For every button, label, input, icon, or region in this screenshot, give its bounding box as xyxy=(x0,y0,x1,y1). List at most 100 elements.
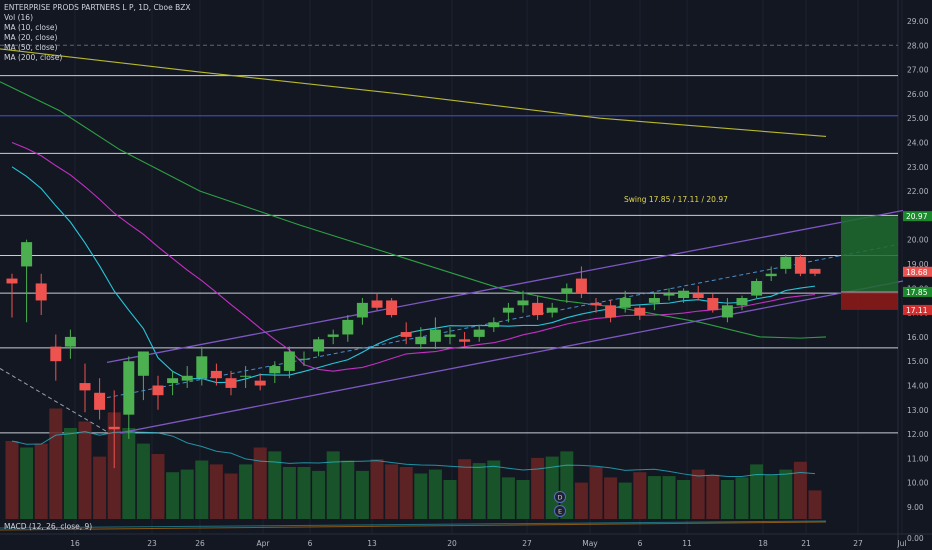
candle-body xyxy=(634,307,646,316)
candle-body xyxy=(210,370,222,379)
event-badge-text: D xyxy=(557,494,562,502)
volume-bar xyxy=(677,480,691,519)
candle-body xyxy=(356,302,368,318)
price-tick-label: 22.00 xyxy=(907,187,929,196)
event-badge-text: E xyxy=(558,508,562,516)
indicator-vol[interactable]: Vol (16) xyxy=(4,13,34,22)
volume-bar xyxy=(574,482,588,519)
price-tick-label: 9.00 xyxy=(907,503,924,512)
price-tick-label: 13.00 xyxy=(907,406,929,415)
volume-bar xyxy=(414,473,428,519)
volume-bar xyxy=(501,477,515,519)
indicator-ma200[interactable]: MA (200, close) xyxy=(4,53,63,62)
volume-bar xyxy=(78,421,92,519)
volume-bar xyxy=(808,490,822,519)
candle-body xyxy=(546,307,558,313)
chart-legend: ENTERPRISE PRODS PARTNERS L P, 1D, Cboe … xyxy=(4,3,191,63)
price-tick-label: 29.00 xyxy=(907,17,929,26)
volume-bar xyxy=(180,469,194,519)
candle-body xyxy=(152,385,164,396)
volume-bar xyxy=(122,428,136,519)
candle-body xyxy=(619,298,631,308)
time-tick-label: 27 xyxy=(522,539,532,548)
price-tick-label: 16.00 xyxy=(907,333,929,342)
price-label-text: 17.11 xyxy=(906,306,928,315)
volume-bar xyxy=(326,451,340,519)
volume-bar xyxy=(20,447,34,519)
price-label-box xyxy=(903,286,932,297)
candle-body xyxy=(137,351,149,376)
candle-body xyxy=(225,378,237,388)
volume-bar xyxy=(458,459,472,519)
price-tick-label: 14.00 xyxy=(907,382,929,391)
price-tick-label: 20.00 xyxy=(907,236,929,245)
candle-body xyxy=(298,358,310,360)
candle-body xyxy=(707,298,719,311)
volume-bar xyxy=(516,480,530,519)
volume-bar xyxy=(239,464,253,519)
candle-body xyxy=(342,319,354,335)
macd-signal-line xyxy=(0,521,827,531)
price-label-text: 18.68 xyxy=(906,268,928,277)
candle-body xyxy=(473,329,485,337)
symbol-title[interactable]: ENTERPRISE PRODS PARTNERS L P, 1D, Cboe … xyxy=(4,3,191,12)
volume-bar xyxy=(399,467,413,519)
volume-bar xyxy=(531,457,545,519)
candle-body xyxy=(794,256,806,274)
candle-body xyxy=(780,256,792,269)
time-tick-label: 6 xyxy=(638,539,643,548)
candle-body xyxy=(35,283,47,301)
candle-body xyxy=(400,332,412,337)
volume-bar xyxy=(793,461,807,519)
volume-bar xyxy=(63,428,77,519)
price-label-box xyxy=(903,211,932,222)
price-tick-label: 10.00 xyxy=(907,479,929,488)
candle-body xyxy=(809,268,821,274)
candle-body xyxy=(181,375,193,381)
time-tick-label: 23 xyxy=(147,539,157,548)
ma200-line xyxy=(0,48,827,137)
candle-body xyxy=(561,288,573,294)
candle-body xyxy=(678,290,690,299)
ma20-line xyxy=(11,141,816,372)
time-tick-label: 18 xyxy=(758,539,768,548)
volume-bar xyxy=(385,464,399,519)
macd-legend[interactable]: MACD (12, 26, close, 9) xyxy=(4,522,93,531)
candle-body xyxy=(415,336,427,345)
candle-body xyxy=(502,307,514,313)
indicator-ma50[interactable]: MA (50, close) xyxy=(4,43,58,52)
volume-bar xyxy=(341,460,355,519)
price-tick-label: 23.00 xyxy=(907,163,929,172)
volume-bar xyxy=(151,454,165,519)
indicator-ma10[interactable]: MA (10, close) xyxy=(4,23,58,32)
event-badge xyxy=(554,505,566,517)
candle-body xyxy=(386,300,398,316)
volume-bar xyxy=(691,469,705,519)
volume-bar xyxy=(545,456,559,519)
candle-body xyxy=(648,298,660,303)
indicator-ma20[interactable]: MA (20, close) xyxy=(4,33,58,42)
volume-bar xyxy=(647,476,661,519)
volume-bar xyxy=(136,443,150,519)
time-tick-label: 27 xyxy=(853,539,863,548)
volume-bar xyxy=(487,460,501,519)
volume-bar xyxy=(34,443,48,519)
volume-bar xyxy=(472,463,486,519)
price-label-text: 20.97 xyxy=(906,212,928,221)
stop-zone xyxy=(841,291,898,310)
volume-bar xyxy=(49,408,63,519)
volume-bar xyxy=(253,447,267,519)
candle-body xyxy=(283,351,295,371)
candle-body xyxy=(313,339,325,352)
candle-body xyxy=(79,383,91,391)
candle-body xyxy=(64,336,76,347)
price-tick-label: 27.00 xyxy=(907,66,929,75)
volume-bar xyxy=(370,459,384,519)
volume-bar xyxy=(633,472,647,519)
price-tick-label: 19.00 xyxy=(907,260,929,269)
time-tick-label: 21 xyxy=(801,539,811,548)
volume-bar xyxy=(166,472,180,519)
volume-bar xyxy=(706,474,720,519)
channel-upper xyxy=(106,209,904,364)
